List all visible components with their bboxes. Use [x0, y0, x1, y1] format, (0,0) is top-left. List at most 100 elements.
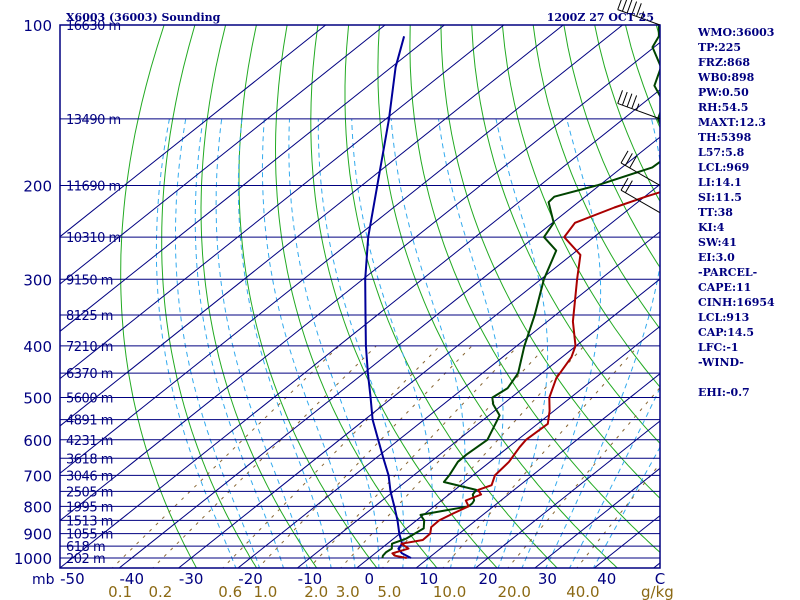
index-line: RH:54.5	[698, 101, 748, 114]
chart-datetime: 1200Z 27 OCT 25	[547, 11, 654, 24]
wind-barb-flag	[624, 180, 633, 193]
index-line: LFC:-1	[698, 341, 739, 354]
pressure-tick-label: 600	[23, 432, 52, 450]
mixing-ratio-lines	[111, 345, 660, 568]
dewpoint-line	[381, 25, 660, 559]
index-line: CAP:14.5	[698, 326, 754, 339]
mixing-ratio-line	[381, 345, 585, 568]
index-line: SI:11.5	[698, 191, 742, 204]
height-label: 2505 m	[66, 485, 113, 500]
pressure-unit-label: mb	[32, 572, 55, 588]
plot-frame	[59, 24, 661, 569]
index-line: FRZ:868	[698, 56, 750, 69]
wind-barb-flag	[620, 150, 629, 164]
wind-barb-flag	[631, 1, 638, 15]
index-line: KI:4	[698, 221, 725, 234]
mixing-ratio-line	[257, 345, 473, 568]
profile-lines	[364, 25, 660, 559]
moist-adiabat-line	[495, 118, 549, 568]
pressure-tick-label: 400	[23, 338, 52, 356]
wind-barb-staff	[617, 9, 661, 26]
isotherm-line	[355, 325, 660, 568]
temperature-tick-label: 40	[597, 570, 616, 588]
stability-indices: WMO:36003 TP:225 FRZ:868 WB0:898 PW:0.50 RH:5…	[697, 26, 775, 399]
wind-barb-flag	[621, 91, 628, 106]
parcel-trace-line	[364, 36, 412, 559]
dry-adiabat-line	[440, 25, 660, 500]
dry-adiabat-line	[310, 25, 498, 568]
temperature-tick-label: 20	[479, 570, 498, 588]
index-line: -WIND-	[698, 356, 744, 369]
mixing-ratio-label: 3.0	[336, 583, 360, 600]
pressure-tick-label: 200	[23, 177, 52, 195]
isotherm-line	[60, 25, 386, 285]
index-line: L57:5.8	[698, 146, 745, 159]
wind-barb-flag	[624, 153, 633, 166]
isotherm-line	[60, 25, 445, 332]
wind-barb-flag	[629, 155, 638, 169]
pressure-tick-label: 300	[23, 271, 52, 289]
height-label: 1513 m	[66, 514, 113, 529]
index-line: SW:41	[698, 236, 737, 249]
mixing-ratio-label: 20.0	[497, 583, 530, 600]
isotherm-line	[118, 136, 660, 568]
height-label: 4891 m	[66, 414, 113, 429]
dry-adiabat-line	[274, 25, 438, 568]
height-label: 5600 m	[66, 392, 113, 407]
isotherm-line	[474, 420, 660, 568]
wind-barb-half	[636, 103, 640, 111]
wind-barb-staff	[620, 162, 661, 186]
height-label: 9150 m	[66, 273, 113, 288]
isotherm-line	[60, 25, 564, 427]
height-label: 3046 m	[66, 469, 113, 484]
wind-barb-flag	[626, 93, 633, 108]
index-line: WB0:898	[697, 71, 755, 84]
moist-adiabat-line	[438, 118, 504, 568]
mixing-ratio-label: 0.6	[218, 583, 242, 600]
dry-adiabat-line	[344, 25, 558, 568]
height-label: 4231 m	[66, 434, 113, 449]
isotherm-line	[60, 41, 660, 522]
height-label: 10310 m	[66, 231, 121, 246]
mixing-ratio-line	[576, 463, 660, 568]
index-line: MAXT:12.3	[698, 116, 766, 129]
isotherm-line	[177, 183, 660, 568]
isotherm-line	[60, 25, 623, 474]
isotherm-line	[296, 278, 660, 568]
wind-barb-flag	[621, 0, 628, 12]
mixing-ratio-line	[442, 345, 639, 568]
moist-adiabat-line	[175, 118, 261, 568]
temperature-tick-label: 0	[365, 570, 375, 588]
moist-adiabat-line	[237, 118, 332, 568]
index-line: PW:0.50	[698, 86, 749, 99]
mixing-ratio-label: 1.0	[253, 583, 277, 600]
moist-adiabat-line	[521, 118, 602, 568]
isotherm-line	[534, 467, 660, 568]
height-label: 7210 m	[66, 340, 113, 355]
height-label: 16630 m	[66, 19, 121, 34]
temperature-tick-label: 30	[538, 570, 557, 588]
index-line: EHI:-0.7	[698, 386, 750, 399]
index-line: LCL:913	[698, 311, 749, 324]
wind-barb-staff	[620, 189, 661, 214]
height-label: 202 m	[66, 552, 105, 567]
dry-adiabat-line	[200, 25, 318, 568]
pressure-tick-label: 500	[23, 390, 52, 408]
isotherm-line	[237, 231, 660, 568]
index-line: TH:5398	[698, 131, 752, 144]
dry-adiabat-line	[409, 25, 660, 554]
dry-adiabat-line	[532, 25, 660, 330]
height-label: 1055 m	[66, 528, 113, 543]
height-label: 11690 m	[66, 179, 121, 194]
mixing-ratio-line	[152, 345, 377, 568]
wind-barb-flag	[626, 0, 633, 14]
height-label: 618 m	[66, 540, 105, 555]
mixing-ratio-label: 2.0	[304, 583, 328, 600]
pressure-tick-label: 100	[23, 17, 52, 35]
mixing-ratio-label: 10.0	[433, 583, 466, 600]
mixing-ratio-unit-label: g/kg	[641, 583, 674, 600]
dry-adiabat-line	[120, 25, 198, 568]
